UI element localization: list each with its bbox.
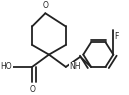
Text: HO: HO	[1, 62, 12, 71]
Text: NH: NH	[69, 62, 81, 71]
Text: F: F	[115, 32, 119, 41]
Text: O: O	[29, 85, 35, 93]
Text: O: O	[42, 1, 48, 10]
